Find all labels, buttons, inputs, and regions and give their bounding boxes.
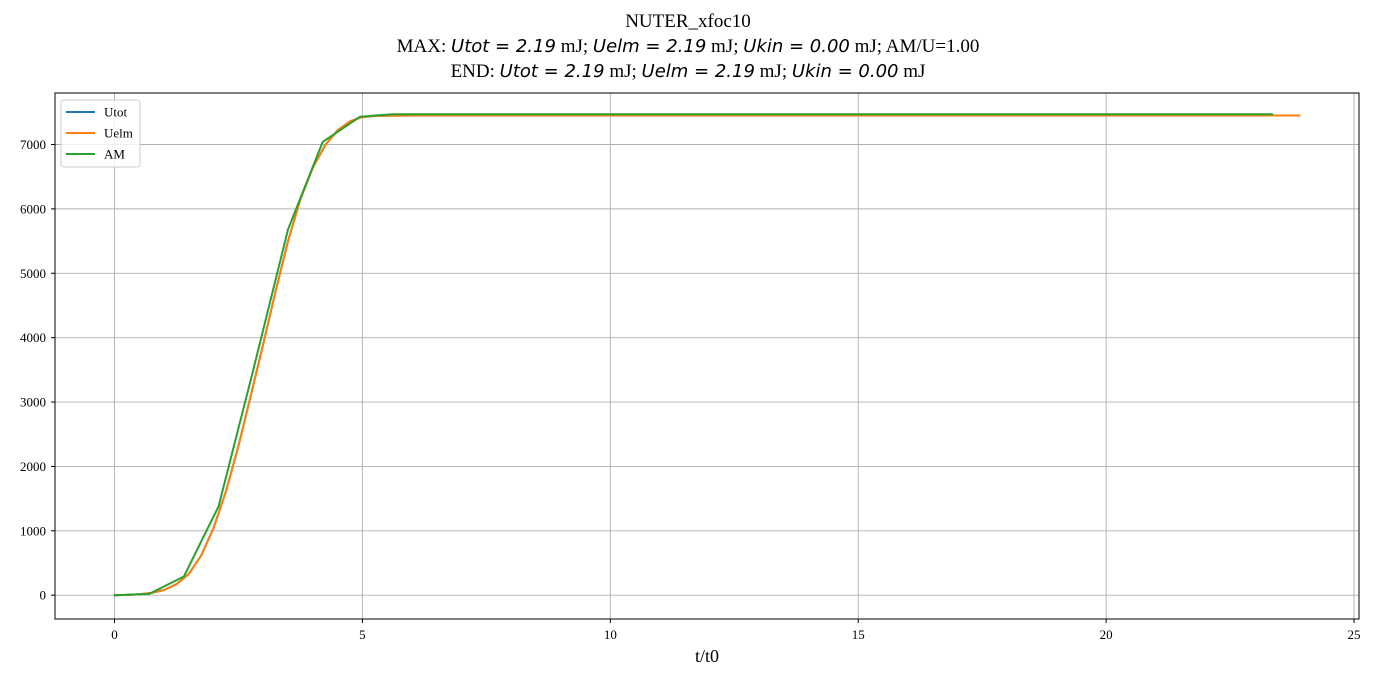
x-tick-label: 25 xyxy=(1348,627,1361,642)
x-tick-label: 15 xyxy=(852,627,865,642)
subtitle-math-part: Utot = 2.19 xyxy=(500,61,605,82)
subtitle-text-part: mJ; AM/U=1.00 xyxy=(850,36,979,57)
subtitle-math-part: Ukin = 0.00 xyxy=(743,36,850,57)
y-tick-label: 3000 xyxy=(20,395,46,410)
series-lines xyxy=(113,113,1301,597)
subtitle-prefix: MAX: xyxy=(397,36,451,57)
legend: Utot Uelm AM xyxy=(60,99,141,168)
legend-label-am: AM xyxy=(104,147,125,162)
legend-label-utot: Utot xyxy=(104,105,128,120)
x-tick-label: 5 xyxy=(359,627,366,642)
series-line-am xyxy=(113,113,1274,597)
subtitle-text-part: mJ; xyxy=(605,61,642,82)
y-tick-label: 5000 xyxy=(20,266,46,281)
subtitle-text-part: mJ; xyxy=(706,36,743,57)
y-tick-label: 2000 xyxy=(20,459,46,474)
subtitle-math-part: Uelm = 2.19 xyxy=(642,61,755,82)
subtitle-math-part: Utot = 2.19 xyxy=(451,36,556,57)
subtitle-text-part: mJ; xyxy=(755,61,792,82)
chart-subtitle-end: END: Utot = 2.19 mJ; Uelm = 2.19 mJ; Uki… xyxy=(451,61,926,82)
legend-label-uelm: Uelm xyxy=(104,126,133,141)
y-tick-label: 1000 xyxy=(20,523,46,538)
subtitle-math-part: Ukin = 0.00 xyxy=(792,61,899,82)
x-tick-label: 0 xyxy=(111,627,118,642)
subtitle-prefix: END: xyxy=(451,61,500,82)
chart-subtitle-max: MAX: Utot = 2.19 mJ; Uelm = 2.19 mJ; Uki… xyxy=(397,36,980,57)
subtitle-text-part: mJ; xyxy=(556,36,593,57)
y-tick-label: 6000 xyxy=(20,201,46,216)
x-tick-label: 10 xyxy=(604,627,617,642)
y-tick-label: 0 xyxy=(40,588,47,603)
plot-frame xyxy=(54,92,1360,620)
x-axis-label: t/t0 xyxy=(695,646,719,666)
subtitle-text-part: mJ xyxy=(898,61,925,82)
grid-lines xyxy=(55,93,1359,619)
axis-ticks: 0 5 10 15 20 25 0 1000 2000 3000 4000 5000 6000 7000 xyxy=(20,137,1361,642)
subtitle-math-part: Uelm = 2.19 xyxy=(593,36,706,57)
legend-box xyxy=(60,99,141,168)
y-tick-label: 4000 xyxy=(20,330,46,345)
x-tick-label: 20 xyxy=(1100,627,1113,642)
y-tick-label: 7000 xyxy=(20,137,46,152)
chart-title: NUTER_xfoc10 xyxy=(625,11,751,32)
